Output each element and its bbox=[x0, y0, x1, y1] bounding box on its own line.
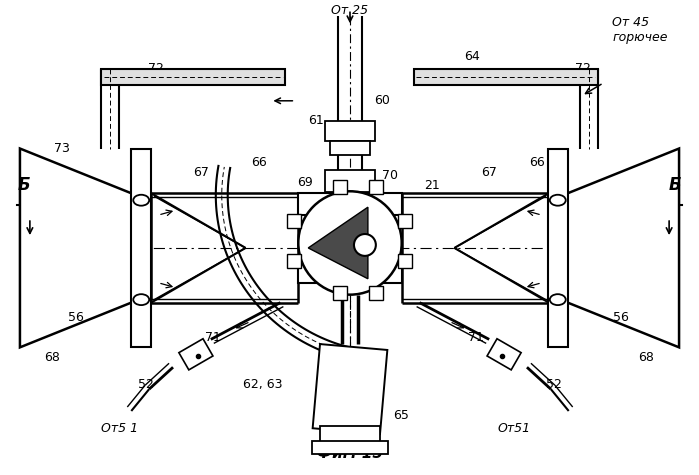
Polygon shape bbox=[568, 149, 679, 347]
Text: 66: 66 bbox=[529, 156, 545, 169]
Circle shape bbox=[354, 234, 376, 256]
Text: Б: Б bbox=[669, 176, 682, 194]
Text: 61: 61 bbox=[308, 114, 324, 127]
Circle shape bbox=[298, 191, 402, 294]
Text: 71: 71 bbox=[468, 331, 484, 344]
Bar bbox=[101, 69, 285, 85]
Bar bbox=[414, 69, 598, 85]
Polygon shape bbox=[487, 339, 521, 370]
Bar bbox=[131, 149, 151, 347]
Bar bbox=[398, 214, 412, 228]
Text: 64: 64 bbox=[464, 49, 480, 63]
Bar bbox=[369, 180, 383, 194]
Text: 70: 70 bbox=[382, 169, 398, 182]
Text: 52: 52 bbox=[138, 378, 154, 390]
Bar bbox=[312, 441, 388, 454]
Text: 72: 72 bbox=[575, 63, 591, 76]
Text: 71: 71 bbox=[205, 331, 221, 344]
Bar bbox=[330, 141, 370, 155]
Polygon shape bbox=[308, 207, 368, 279]
Text: 67: 67 bbox=[481, 166, 497, 179]
Text: 68: 68 bbox=[44, 351, 59, 364]
Text: 69: 69 bbox=[297, 176, 313, 189]
Ellipse shape bbox=[134, 195, 149, 206]
Text: От5 1: От5 1 bbox=[101, 422, 138, 436]
Text: 60: 60 bbox=[374, 95, 390, 107]
Bar bbox=[333, 180, 347, 194]
Bar bbox=[548, 149, 568, 347]
Bar bbox=[287, 254, 301, 268]
Text: 52: 52 bbox=[546, 378, 562, 390]
Bar bbox=[298, 261, 402, 283]
Bar bbox=[298, 193, 402, 215]
Text: От 45
горючее: От 45 горючее bbox=[612, 16, 668, 44]
Bar bbox=[333, 286, 347, 300]
Text: 73: 73 bbox=[54, 142, 70, 155]
Ellipse shape bbox=[550, 195, 565, 206]
Bar bbox=[325, 121, 375, 141]
Text: 72: 72 bbox=[148, 63, 164, 76]
Text: 21: 21 bbox=[424, 179, 440, 192]
Text: 56: 56 bbox=[614, 311, 629, 324]
Bar bbox=[287, 214, 301, 228]
Text: 68: 68 bbox=[638, 351, 654, 364]
Ellipse shape bbox=[134, 294, 149, 305]
Text: 65: 65 bbox=[393, 409, 409, 422]
Bar bbox=[320, 426, 380, 444]
Text: Б: Б bbox=[17, 176, 30, 194]
Text: 62, 63: 62, 63 bbox=[243, 378, 282, 390]
Text: 67: 67 bbox=[193, 166, 209, 179]
Ellipse shape bbox=[550, 294, 565, 305]
Text: От51: От51 bbox=[498, 422, 531, 436]
Polygon shape bbox=[179, 339, 213, 370]
Text: Фиг. 15: Фиг. 15 bbox=[317, 446, 383, 461]
Text: От 25: От 25 bbox=[331, 4, 368, 18]
Bar bbox=[369, 286, 383, 300]
Polygon shape bbox=[20, 149, 131, 347]
Polygon shape bbox=[312, 344, 387, 434]
Bar bbox=[325, 171, 375, 192]
Bar bbox=[398, 254, 412, 268]
Text: 56: 56 bbox=[68, 311, 84, 324]
Text: 66: 66 bbox=[251, 156, 266, 169]
